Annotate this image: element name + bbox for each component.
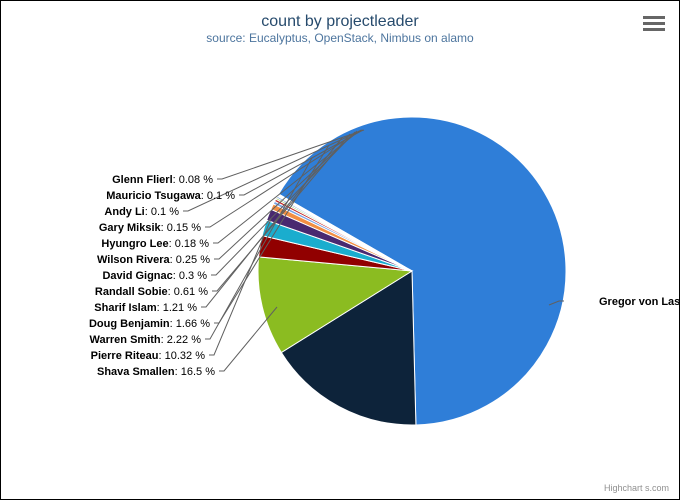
svg-text:Mauricio Tsugawa: 0.1 %: Mauricio Tsugawa: 0.1 %: [106, 190, 235, 202]
svg-text:Shava Smallen: 16.5 %: Shava Smallen: 16.5 %: [97, 366, 215, 378]
svg-text:Gregor von Laszewski: 66.15 %: Gregor von Laszewski: 66.15 %: [599, 296, 680, 308]
svg-text:Glenn Flierl: 0.08 %: Glenn Flierl: 0.08 %: [112, 174, 213, 186]
svg-text:David Gignac: 0.3 %: David Gignac: 0.3 %: [102, 270, 207, 282]
chart-container: count by projectleader source: Eucalyptu…: [0, 0, 680, 500]
svg-text:Hyungro Lee: 0.18 %: Hyungro Lee: 0.18 %: [101, 238, 209, 250]
pie-chart: Gregor von Laszewski: 66.15 % Shava Small…: [1, 1, 679, 499]
svg-text:Gary Miksik: 0.15 %: Gary Miksik: 0.15 %: [99, 222, 201, 234]
svg-text:Andy Li: 0.1 %: Andy Li: 0.1 %: [104, 206, 179, 218]
svg-text:Warren Smith: 2.22 %: Warren Smith: 2.22 %: [90, 334, 202, 346]
svg-text:Doug Benjamin: 1.66 %: Doug Benjamin: 1.66 %: [89, 318, 210, 330]
svg-text:Sharif Islam: 1.21 %: Sharif Islam: 1.21 %: [94, 302, 197, 314]
svg-text:Wilson Rivera: 0.25 %: Wilson Rivera: 0.25 %: [97, 254, 210, 266]
svg-text:Randall Sobie: 0.61 %: Randall Sobie: 0.61 %: [95, 286, 208, 298]
svg-text:Pierre Riteau: 10.32 %: Pierre Riteau: 10.32 %: [91, 350, 206, 362]
pie-label: Gregor von Laszewski: 66.15 %: [549, 296, 680, 308]
credits-link[interactable]: Highchart s.com: [604, 483, 669, 493]
